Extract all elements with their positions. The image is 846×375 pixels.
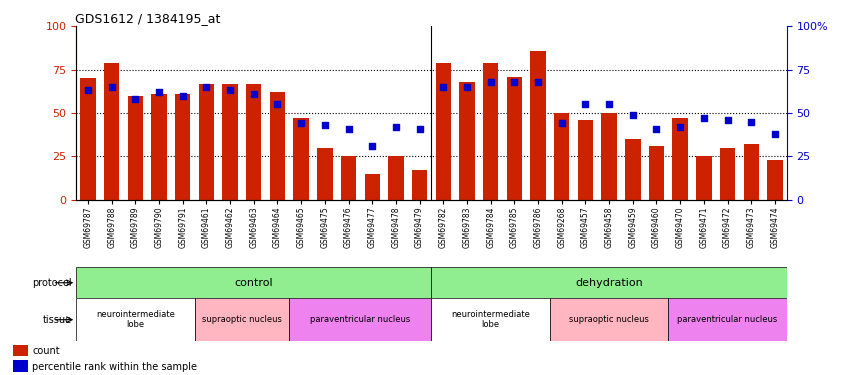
Text: paraventricular nucleus: paraventricular nucleus (678, 315, 777, 324)
Bar (696, 156, 711, 200)
Bar (195, 298, 289, 341)
Text: supraoptic nucleus: supraoptic nucleus (569, 315, 649, 324)
Point (365, 143, 379, 149)
Bar (578, 120, 593, 200)
Text: tissue: tissue (43, 315, 72, 325)
Point (105, 84, 118, 90)
Bar (767, 160, 783, 200)
Point (744, 119, 758, 125)
Text: dehydration: dehydration (575, 278, 643, 288)
Bar (76, 298, 195, 341)
Point (152, 89, 166, 95)
Point (294, 120, 308, 126)
Point (247, 91, 261, 97)
Bar (13, 345, 28, 356)
Bar (365, 174, 380, 200)
Text: percentile rank within the sample: percentile rank within the sample (32, 362, 197, 372)
Bar (431, 298, 550, 341)
Text: supraoptic nucleus: supraoptic nucleus (202, 315, 282, 324)
Bar (222, 84, 238, 200)
Text: protocol: protocol (32, 278, 72, 288)
Text: paraventricular nucleus: paraventricular nucleus (310, 315, 410, 324)
Bar (550, 298, 668, 341)
Bar (720, 148, 735, 200)
Point (697, 115, 711, 121)
Bar (128, 96, 143, 200)
Point (579, 101, 592, 107)
Point (81, 87, 95, 93)
Point (200, 84, 213, 90)
Bar (76, 267, 431, 298)
Point (437, 84, 450, 90)
Point (721, 117, 734, 123)
Bar (431, 267, 787, 298)
Point (531, 79, 545, 85)
Text: neurointermediate
lobe: neurointermediate lobe (96, 310, 175, 329)
Bar (104, 63, 119, 200)
Point (223, 87, 237, 93)
Point (460, 84, 474, 90)
Bar (341, 156, 356, 200)
Text: count: count (32, 346, 60, 356)
Bar (507, 76, 522, 200)
Bar (80, 78, 96, 200)
Point (318, 122, 332, 128)
Bar (483, 63, 498, 200)
Bar (199, 84, 214, 200)
Point (768, 131, 782, 137)
Bar (175, 94, 190, 200)
Bar (388, 156, 404, 200)
Point (508, 79, 521, 85)
Bar (270, 92, 285, 200)
Bar (625, 139, 640, 200)
Point (413, 126, 426, 132)
Point (176, 93, 190, 99)
Text: GDS1612 / 1384195_at: GDS1612 / 1384195_at (75, 12, 221, 25)
Bar (673, 118, 688, 200)
Bar (317, 148, 332, 200)
Bar (744, 144, 759, 200)
Text: control: control (234, 278, 273, 288)
Text: neurointermediate
lobe: neurointermediate lobe (451, 310, 530, 329)
Bar (602, 113, 617, 200)
Point (673, 124, 687, 130)
Bar (289, 298, 431, 341)
Bar (668, 298, 787, 341)
Point (129, 96, 142, 102)
Point (650, 126, 663, 132)
Bar (649, 146, 664, 200)
Bar (436, 63, 451, 200)
Point (484, 79, 497, 85)
Point (626, 112, 640, 118)
Point (602, 101, 616, 107)
Bar (530, 51, 546, 200)
Bar (151, 94, 167, 200)
Bar (294, 118, 309, 200)
Point (389, 124, 403, 130)
Point (555, 120, 569, 126)
Bar (412, 170, 427, 200)
Point (342, 126, 355, 132)
Bar (554, 113, 569, 200)
Bar (246, 84, 261, 200)
Point (271, 101, 284, 107)
Bar (13, 360, 28, 372)
Bar (459, 82, 475, 200)
